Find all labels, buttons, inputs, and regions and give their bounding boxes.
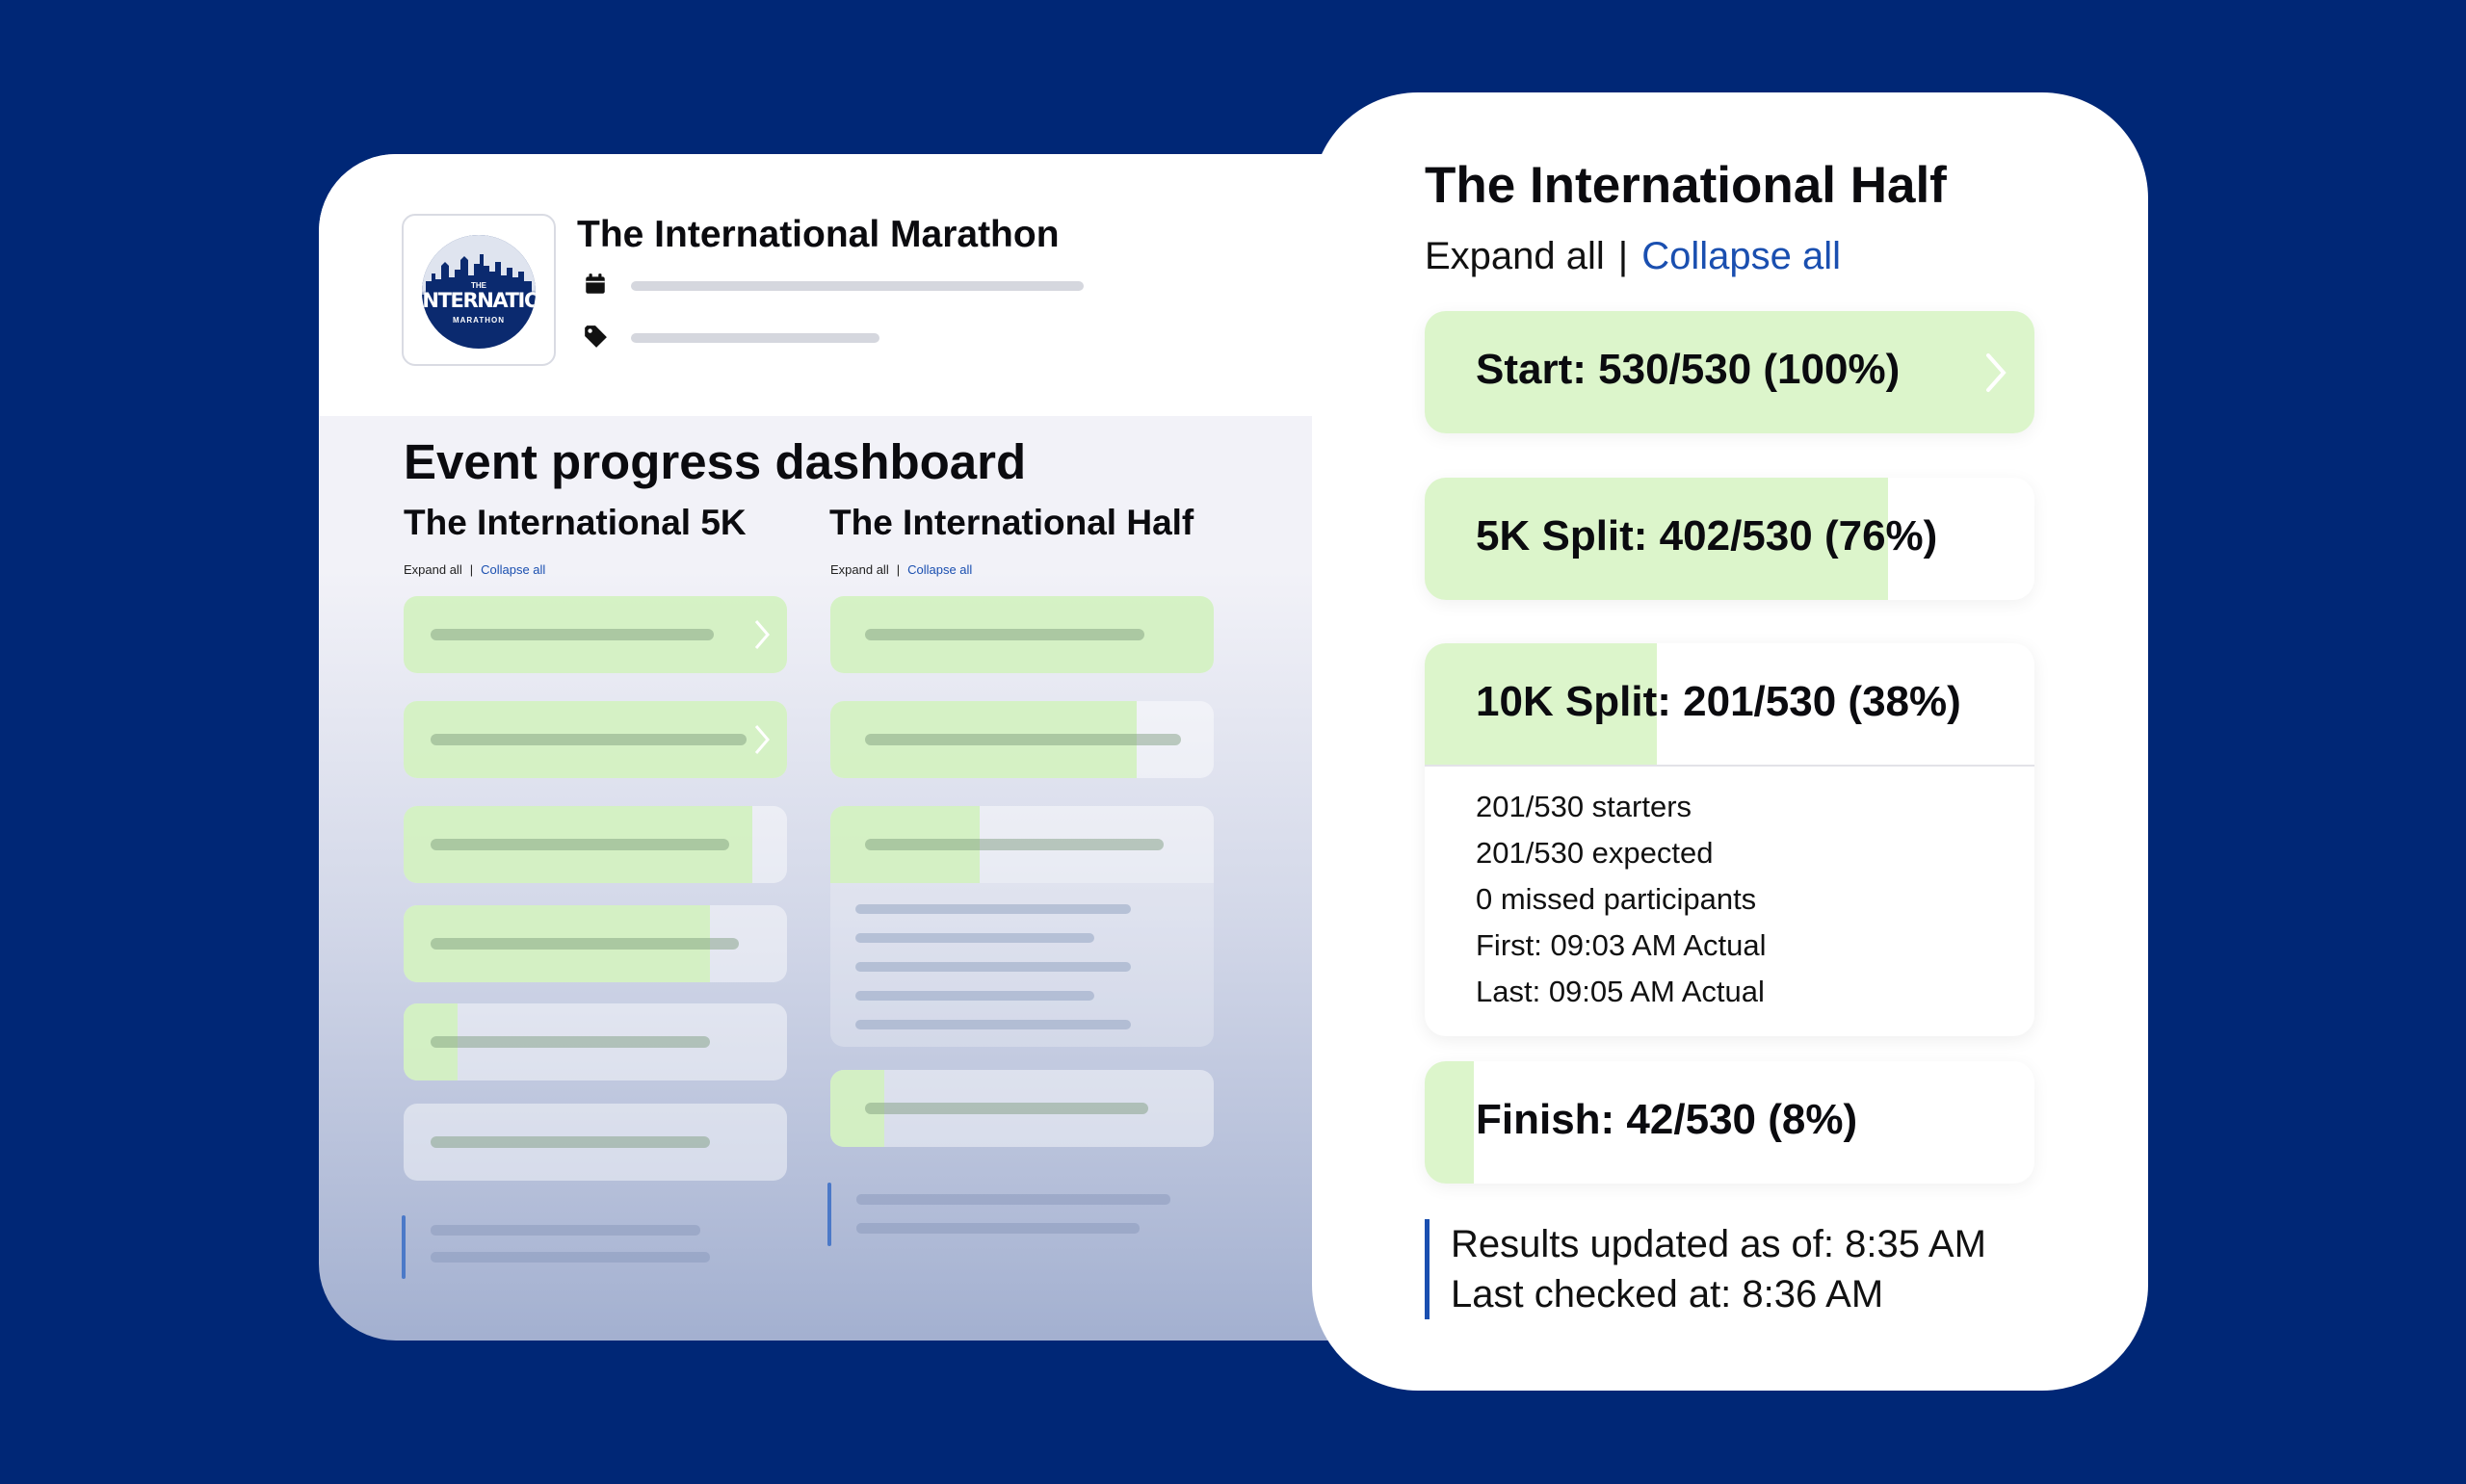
detail-missed: 0 missed participants [1476, 882, 1757, 916]
event-tag-placeholder [631, 333, 879, 343]
checkpoint-progress-fill [1425, 311, 2034, 433]
status-accent-bar [1425, 1219, 1430, 1319]
collapse-all-link[interactable]: Collapse all [1641, 235, 1841, 277]
race-title-half: The International Half [829, 503, 1194, 542]
tag-icon [585, 325, 607, 348]
chevron-right-icon [1986, 353, 2007, 392]
mini-checkpoint-row[interactable] [404, 596, 787, 673]
race-5k-toggle-links: Expand all | Collapse all [404, 562, 546, 577]
mini-checkpoint-row[interactable] [830, 1070, 1214, 1147]
checkpoint-label: 5K Split: 402/530 (76%) [1476, 512, 1938, 560]
checkpoint-start[interactable]: Start: 530/530 (100%) [1425, 311, 2034, 433]
mini-checkpoint-row[interactable] [404, 701, 787, 778]
detail-starters: 201/530 starters [1476, 790, 1692, 823]
collapse-all-link[interactable]: Collapse all [907, 562, 973, 577]
race-title-5k: The International 5K [404, 503, 747, 542]
mini-quote-bar [827, 1183, 831, 1246]
dashboard-title: Event progress dashboard [404, 434, 1027, 489]
event-title: The International Marathon [577, 214, 1060, 255]
race-detail-title: The International Half [1425, 157, 1947, 214]
chevron-right-icon [754, 725, 770, 754]
race-detail-toggle-links: Expand all | Collapse all [1425, 235, 1841, 277]
skyline-icon [426, 254, 532, 297]
checkpoint-label: Finish: 42/530 (8%) [1476, 1096, 1858, 1143]
mini-checkpoint-row[interactable] [830, 806, 1214, 883]
checkpoint-finish[interactable]: Finish: 42/530 (8%) [1425, 1061, 2034, 1184]
update-status: Results updated as of: 8:35 AM Last chec… [1451, 1219, 1986, 1319]
checkpoint-details: 201/530 starters 201/530 expected 0 miss… [1476, 784, 1767, 1015]
checkpoint-progress-fill [1425, 478, 1889, 600]
mini-checkpoint-row[interactable] [830, 701, 1214, 778]
mini-checkpoint-row[interactable] [404, 1003, 787, 1080]
checkpoint-label: 10K Split: 201/530 (38%) [1476, 678, 1961, 725]
chevron-right-icon [754, 620, 770, 649]
mini-checkpoint-row[interactable] [404, 905, 787, 982]
expand-all-link[interactable]: Expand all [1425, 235, 1605, 277]
race-detail-card: The International Half Expand all | Collap… [1312, 92, 2148, 1391]
detail-expected: 201/530 expected [1476, 836, 1714, 870]
checkpoint-progress-fill [1425, 1061, 1474, 1184]
checkpoint-header[interactable]: 10K Split: 201/530 (38%) [1425, 643, 2034, 767]
mini-quote-bar [402, 1215, 406, 1279]
mini-checkpoint-details [830, 883, 1214, 1047]
collapse-all-link[interactable]: Collapse all [481, 562, 546, 577]
race-half-toggle-links: Expand all | Collapse all [830, 562, 973, 577]
expand-all-link[interactable]: Expand all [830, 562, 889, 577]
expand-all-link[interactable]: Expand all [404, 562, 462, 577]
logo-top-text: THE [471, 281, 486, 290]
mini-checkpoint-row[interactable] [404, 806, 787, 883]
mini-checkpoint-row[interactable] [830, 596, 1214, 673]
event-overview-card: THE INTERNATIONAL MARATHON The Internati… [319, 154, 1417, 1341]
detail-first: First: 09:03 AM Actual [1476, 928, 1767, 962]
last-checked-text: Last checked at: 8:36 AM [1451, 1273, 1884, 1315]
event-date-placeholder [631, 281, 1084, 291]
event-header: THE INTERNATIONAL MARATHON The Internati… [319, 154, 1417, 416]
checkpoint-10k-split[interactable]: 10K Split: 201/530 (38%) 201/530 starter… [1425, 643, 2034, 1036]
checkpoint-progress-fill [1425, 643, 1657, 765]
detail-last: Last: 09:05 AM Actual [1476, 975, 1765, 1008]
results-updated-text: Results updated as of: 8:35 AM [1451, 1223, 1986, 1265]
logo-badge: THE INTERNATIONAL MARATHON [422, 235, 536, 349]
checkpoint-5k-split[interactable]: 5K Split: 402/530 (76%) [1425, 478, 2034, 600]
calendar-icon [586, 273, 605, 294]
event-logo: THE INTERNATIONAL MARATHON [402, 214, 556, 366]
mini-checkpoint-row[interactable] [404, 1104, 787, 1181]
logo-bottom-text: MARATHON [452, 316, 506, 325]
logo-main-text: INTERNATIONAL [422, 289, 536, 312]
checkpoint-label: Start: 530/530 (100%) [1476, 346, 1901, 393]
